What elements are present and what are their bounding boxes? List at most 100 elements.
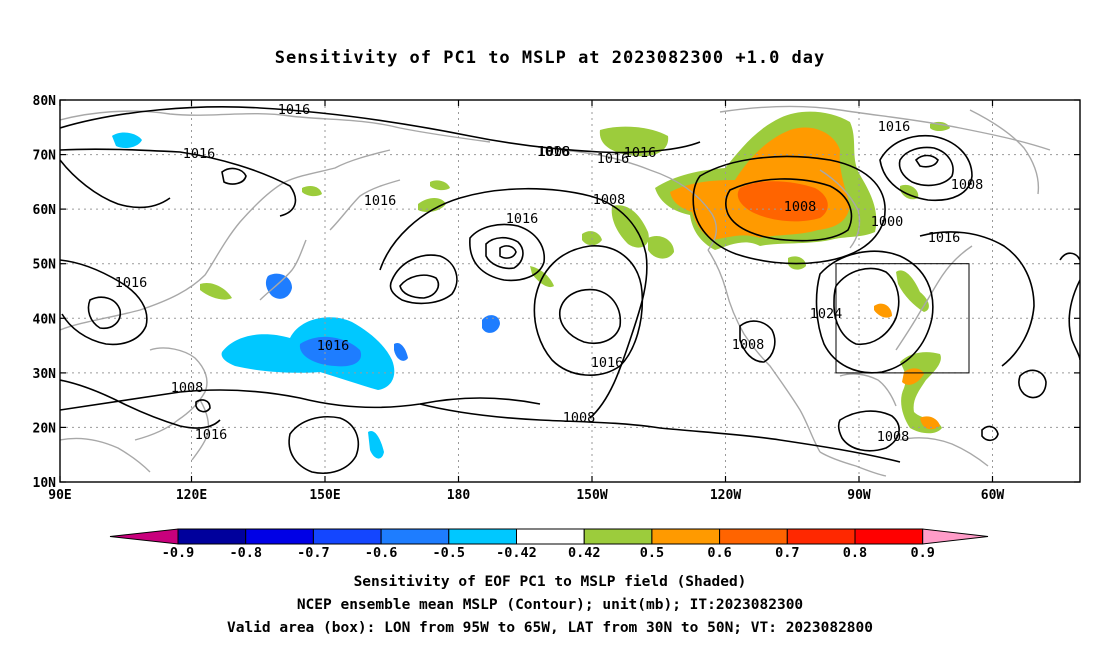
contour-high-1020 — [533, 245, 644, 376]
pos-region-asia — [200, 282, 232, 300]
lon-label: 90W — [847, 488, 871, 503]
contour-canada-1008 — [725, 178, 853, 242]
contour-label: 1008 — [784, 199, 817, 215]
lon-label: 180 — [447, 488, 471, 503]
contour-label: 1016 — [624, 145, 657, 161]
contour-canada-1012 — [692, 155, 886, 265]
contour-arctic-1016 — [60, 148, 297, 217]
contour-label: 1016 — [115, 275, 148, 291]
colorbar-segment — [177, 528, 247, 545]
colorbar-segment — [448, 528, 517, 545]
lat-label: 20N — [33, 421, 57, 436]
lat-label: 30N — [33, 367, 57, 382]
contour-label: 1016 — [537, 144, 570, 160]
contour-label: 1008 — [593, 192, 626, 208]
coast-southeast-asia — [60, 437, 151, 473]
contour-west-us-1008 — [739, 320, 776, 363]
contour-low-1008-b — [389, 254, 458, 305]
caption-contour: NCEP ensemble mean MSLP (Contour); unit(… — [296, 597, 804, 613]
valid-area-box — [835, 263, 970, 374]
contour-label: 1008 — [732, 337, 765, 353]
coast-north-america-west — [707, 249, 821, 453]
caption-valid-area: Valid area (box): LON from 95W to 65W, L… — [226, 620, 873, 636]
contour-label: 1008 — [563, 410, 596, 426]
contour-low-1012-b — [399, 274, 440, 299]
colorbar-tick-label: 0.42 — [568, 545, 601, 561]
coast-caribbean — [899, 437, 989, 467]
neg-region-east — [394, 342, 408, 361]
coast-hudson — [819, 169, 861, 249]
lat-label: 80N — [33, 94, 57, 109]
lat-axis: 80N 70N 60N 50N 40N 30N 20N 10N — [33, 94, 1080, 491]
map-title: Sensitivity of PC1 to MSLP at 2023082300… — [274, 48, 826, 68]
contour-low-996-east — [914, 154, 939, 168]
contour-pacific-high-1016 — [379, 187, 648, 419]
neg-core-west-pacific — [299, 336, 362, 367]
lat-label: 70N — [33, 149, 57, 164]
contour-label: 1008 — [538, 144, 571, 160]
contour-small-carib — [981, 425, 999, 442]
colorbar-segment — [312, 528, 382, 545]
lat-label: 60N — [33, 203, 57, 218]
contour-small-east — [1059, 252, 1080, 261]
contour-label: 1008 — [877, 429, 910, 445]
pos-region-siberia — [302, 186, 322, 197]
colorbar-tick-label: -0.8 — [229, 545, 262, 561]
pos-region-canada-core — [737, 181, 828, 222]
coast-gulf — [839, 373, 897, 407]
contour-subtropics-1012 — [60, 389, 541, 411]
contour-label: 1000 — [871, 214, 904, 230]
colorbar-segment — [786, 528, 856, 545]
contour-low-1004-a — [485, 236, 524, 270]
coast-arctic-canada — [719, 105, 1051, 151]
pos-region-us-east — [896, 270, 929, 312]
colorbar-tick-label: -0.7 — [297, 545, 330, 561]
pos-region-bering — [599, 126, 669, 157]
colorbar-tick-label: 0.5 — [640, 545, 664, 561]
colorbar-left-triangle — [109, 528, 179, 545]
sensitivity-shading — [112, 111, 950, 459]
contour-label: 1024 — [810, 306, 843, 322]
lon-label: 60W — [981, 488, 1005, 503]
lon-label: 120W — [710, 488, 741, 503]
colorbar-segment — [245, 528, 314, 545]
lon-label: 90E — [48, 488, 71, 503]
pos-region-caribbean-orange — [920, 416, 940, 430]
neg-region-north-pacific — [482, 315, 500, 333]
colorbar-tick-label: 0.9 — [911, 545, 935, 561]
pos-region-okhotsk — [430, 180, 450, 191]
pos-region-aleutian — [418, 198, 446, 212]
coast-japan — [259, 239, 307, 301]
contour-low-1004-east — [898, 146, 954, 187]
neg-region-japan — [265, 273, 292, 299]
colorbar-right-triangle — [922, 528, 989, 545]
lon-label: 120E — [176, 488, 207, 503]
colorbar-tick-label: -0.5 — [433, 545, 466, 561]
caption-shading: Sensitivity of EOF PC1 to MSLP field (Sh… — [353, 574, 747, 590]
contour-label: 1016 — [183, 146, 216, 162]
contour-label: 1016 — [506, 211, 539, 227]
contour-west-1008 — [60, 379, 221, 429]
contour-label: 1008 — [171, 380, 204, 396]
contour-label: 1016 — [364, 193, 397, 209]
coastlines — [60, 105, 1051, 477]
coast-east-asia — [60, 149, 391, 331]
map-border — [59, 99, 1081, 483]
colorbar-tick-label: 0.7 — [775, 545, 799, 561]
contour-far-west-1016 — [60, 159, 171, 209]
colorbar-tick-label: -0.9 — [162, 545, 195, 561]
colorbar-segment — [854, 528, 924, 545]
contour-label: 1016 — [317, 338, 350, 354]
coast-greenland — [969, 109, 1040, 195]
contour-ring-1016-central — [288, 416, 360, 474]
lat-label: 40N — [33, 312, 57, 327]
coast-east-us — [895, 245, 973, 351]
coast-korea-china — [134, 347, 208, 441]
coast-asia-arctic — [60, 110, 491, 143]
lon-label: 150E — [309, 488, 340, 503]
contour-atlantic-1016 — [919, 231, 1035, 367]
grid-lines — [60, 100, 1080, 482]
contour-north-1016 — [60, 106, 701, 154]
